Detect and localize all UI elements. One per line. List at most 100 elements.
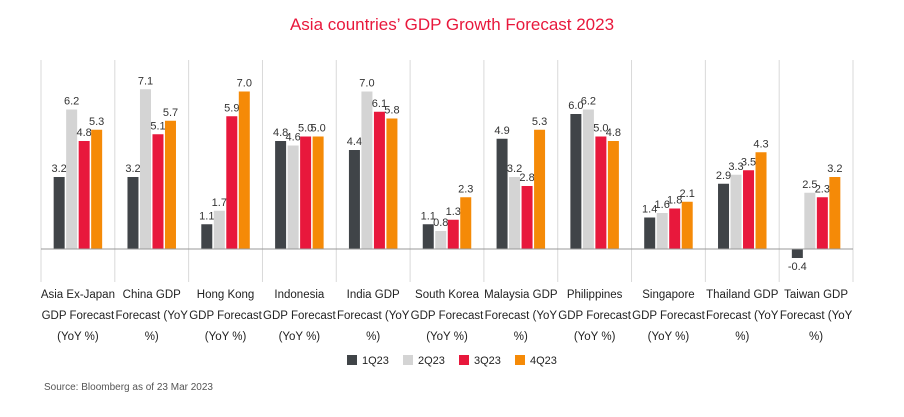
category-label: Forecast (YoY bbox=[780, 310, 853, 322]
bar-3q23-8 bbox=[669, 208, 681, 249]
legend-label-2q23: 2Q23 bbox=[418, 355, 445, 367]
category-label: (YoY %) bbox=[426, 331, 468, 343]
bar-4q23-2 bbox=[238, 91, 250, 249]
category-label: (YoY %) bbox=[574, 331, 616, 343]
category-label: Thailand GDP bbox=[706, 289, 779, 301]
category-label: India GDP bbox=[347, 289, 400, 301]
bar-3q23-7 bbox=[595, 136, 607, 249]
data-label: 3.5 bbox=[741, 156, 756, 168]
bar-4q23-9 bbox=[755, 152, 767, 249]
category-label: GDP Forecast bbox=[558, 310, 631, 322]
bar-2q23-6 bbox=[509, 177, 521, 249]
data-label: 5.0 bbox=[298, 123, 313, 135]
category-label: South Korea bbox=[415, 289, 480, 301]
data-label: 5.8 bbox=[384, 105, 399, 117]
data-label: 3.2 bbox=[507, 163, 522, 175]
legend: 1Q23 2Q23 3Q23 4Q23 bbox=[347, 355, 557, 367]
data-label: 2.9 bbox=[716, 170, 731, 182]
data-label: 3.2 bbox=[52, 163, 67, 175]
data-label: 4.9 bbox=[494, 125, 509, 137]
bar-2q23-10 bbox=[804, 192, 816, 249]
category-label: Malaysia GDP bbox=[484, 289, 558, 301]
bar-4q23-0 bbox=[91, 129, 103, 249]
category-label: China GDP bbox=[123, 289, 181, 301]
bar-3q23-2 bbox=[226, 116, 238, 249]
category-label: Forecast (YoY bbox=[337, 310, 410, 322]
bar-2q23-5 bbox=[435, 231, 447, 249]
data-label: 5.9 bbox=[224, 102, 239, 114]
bar-2q23-0 bbox=[66, 109, 78, 249]
bar-4q23-1 bbox=[164, 120, 176, 249]
data-label: 1.1 bbox=[199, 210, 214, 222]
data-label: 3.3 bbox=[728, 161, 743, 173]
data-label: 4.8 bbox=[606, 127, 621, 139]
data-label: 4.8 bbox=[273, 127, 288, 139]
data-label: 4.8 bbox=[77, 127, 92, 139]
data-label: 1.8 bbox=[667, 195, 682, 207]
data-label: 5.0 bbox=[310, 123, 325, 135]
data-label: 5.1 bbox=[150, 120, 165, 132]
data-label: 3.2 bbox=[827, 163, 842, 175]
data-label: 4.4 bbox=[347, 136, 362, 148]
bar-3q23-4 bbox=[373, 111, 385, 249]
legend-label-3q23: 3Q23 bbox=[474, 355, 501, 367]
category-label: Singapore bbox=[642, 289, 694, 301]
data-label: 6.1 bbox=[372, 98, 387, 110]
bar-3q23-10 bbox=[816, 197, 828, 249]
data-label: 5.3 bbox=[532, 116, 547, 128]
bar-3q23-6 bbox=[521, 186, 533, 249]
bar-1q23-5 bbox=[422, 224, 434, 249]
data-label: 1.4 bbox=[642, 204, 657, 216]
data-label: 1.1 bbox=[421, 210, 436, 222]
legend-swatch-3q23 bbox=[459, 355, 469, 365]
category-label: Philippines bbox=[567, 289, 623, 301]
bar-4q23-5 bbox=[460, 197, 472, 249]
data-label: 5.0 bbox=[593, 123, 608, 135]
category-label: GDP Forecast bbox=[632, 310, 705, 322]
data-label: 5.7 bbox=[163, 107, 178, 119]
legend-swatch-2q23 bbox=[403, 355, 413, 365]
data-label: 1.3 bbox=[446, 206, 461, 218]
bar-1q23-2 bbox=[201, 224, 213, 249]
data-label: 2.3 bbox=[815, 183, 830, 195]
bar-1q23-3 bbox=[275, 141, 287, 249]
data-label: 4.3 bbox=[753, 138, 768, 150]
category-label: %) bbox=[366, 331, 380, 343]
bar-4q23-4 bbox=[386, 118, 398, 249]
data-label: 4.6 bbox=[285, 132, 300, 144]
category-label: (YoY %) bbox=[205, 331, 247, 343]
legend-label-4q23: 4Q23 bbox=[530, 355, 557, 367]
category-label: %) bbox=[145, 331, 159, 343]
bar-2q23-1 bbox=[139, 89, 151, 249]
bar-4q23-10 bbox=[829, 177, 841, 249]
category-label: (YoY %) bbox=[57, 331, 99, 343]
data-label: 7.0 bbox=[359, 78, 374, 90]
data-label: 1.7 bbox=[212, 197, 227, 209]
bar-3q23-0 bbox=[78, 141, 90, 249]
data-label: 2.5 bbox=[802, 179, 817, 191]
bar-4q23-8 bbox=[681, 201, 693, 249]
category-label: (YoY %) bbox=[279, 331, 321, 343]
bar-2q23-7 bbox=[582, 109, 594, 249]
bar-1q23-0 bbox=[53, 177, 65, 249]
bar-2q23-2 bbox=[213, 210, 225, 249]
category-label: GDP Forecast bbox=[263, 310, 336, 322]
source-note: Source: Bloomberg as of 23 Mar 2023 bbox=[44, 382, 213, 393]
data-label: 7.1 bbox=[138, 75, 153, 87]
bar-1q23-1 bbox=[127, 177, 139, 249]
category-label: Hong Kong bbox=[197, 289, 255, 301]
bar-2q23-9 bbox=[730, 174, 742, 249]
bar-2q23-4 bbox=[361, 91, 373, 249]
category-label: GDP Forecast bbox=[189, 310, 262, 322]
bar-3q23-3 bbox=[300, 136, 312, 249]
data-label: 7.0 bbox=[237, 78, 252, 90]
bar-1q23-7 bbox=[570, 114, 582, 249]
bar-1q23-10 bbox=[791, 249, 803, 258]
bar-4q23-3 bbox=[312, 136, 324, 249]
category-label: Asia Ex-Japan bbox=[41, 289, 115, 301]
legend-swatch-4q23 bbox=[515, 355, 525, 365]
bar-3q23-9 bbox=[743, 170, 755, 249]
category-label: Forecast (YoY bbox=[116, 310, 189, 322]
bar-2q23-3 bbox=[287, 145, 299, 249]
category-label: Taiwan GDP bbox=[784, 289, 848, 301]
